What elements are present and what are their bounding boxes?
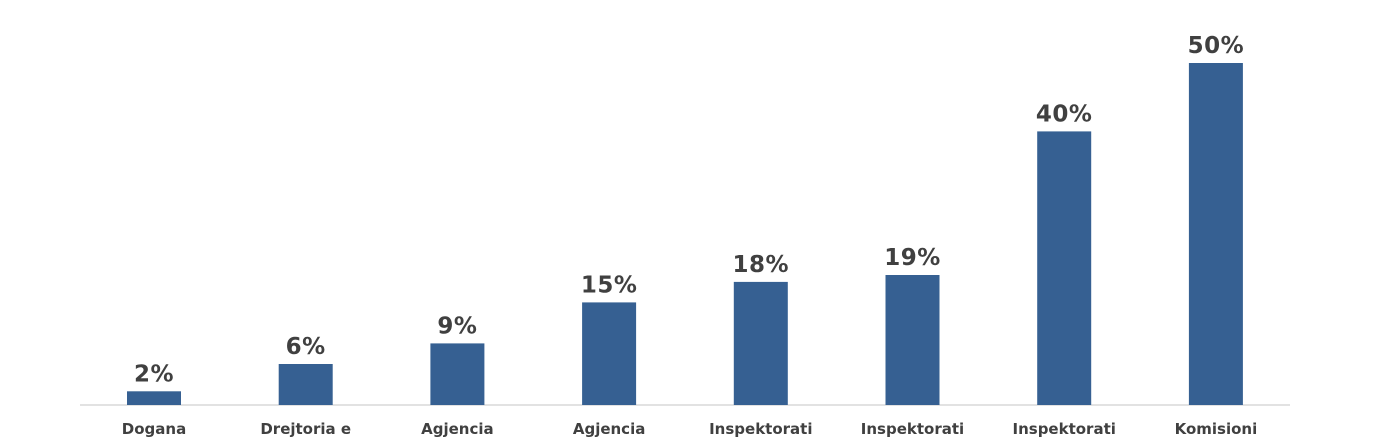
category-label-7: Komisioni: [1175, 420, 1258, 438]
bar-6: [1037, 131, 1092, 405]
category-label-5: Inspektorati: [861, 420, 964, 438]
category-label-0: Dogana: [122, 420, 186, 438]
category-label-4: Inspektorati: [709, 420, 812, 438]
data-label-1: 6%: [286, 334, 326, 360]
bar-5: [885, 275, 940, 405]
data-label-3: 15%: [581, 272, 638, 298]
data-label-7: 50%: [1188, 33, 1245, 59]
bar-3: [582, 302, 637, 405]
data-label-0: 2%: [134, 361, 174, 387]
category-label-2: Agjencia: [421, 420, 494, 438]
bar-0: [127, 391, 181, 405]
category-label-1: Drejtoria e: [260, 420, 351, 438]
data-label-4: 18%: [733, 252, 790, 278]
bar-2: [430, 343, 485, 405]
value-labels-group: 2% 6% 9% 15% 18% 19% 40% 50%: [134, 33, 1244, 387]
bars-group: [127, 63, 1243, 405]
category-label-3: Agjencia: [573, 420, 646, 438]
bar-1: [278, 364, 333, 405]
category-label-6: Inspektorati: [1013, 420, 1116, 438]
bar-4: [733, 281, 788, 405]
data-label-6: 40%: [1036, 101, 1093, 127]
data-label-2: 9%: [437, 313, 477, 339]
category-labels-group: Dogana Drejtoria e Agjencia Agjencia Inspekt…: [122, 420, 1257, 438]
bar-7: [1188, 63, 1243, 405]
data-label-5: 19%: [884, 245, 941, 271]
